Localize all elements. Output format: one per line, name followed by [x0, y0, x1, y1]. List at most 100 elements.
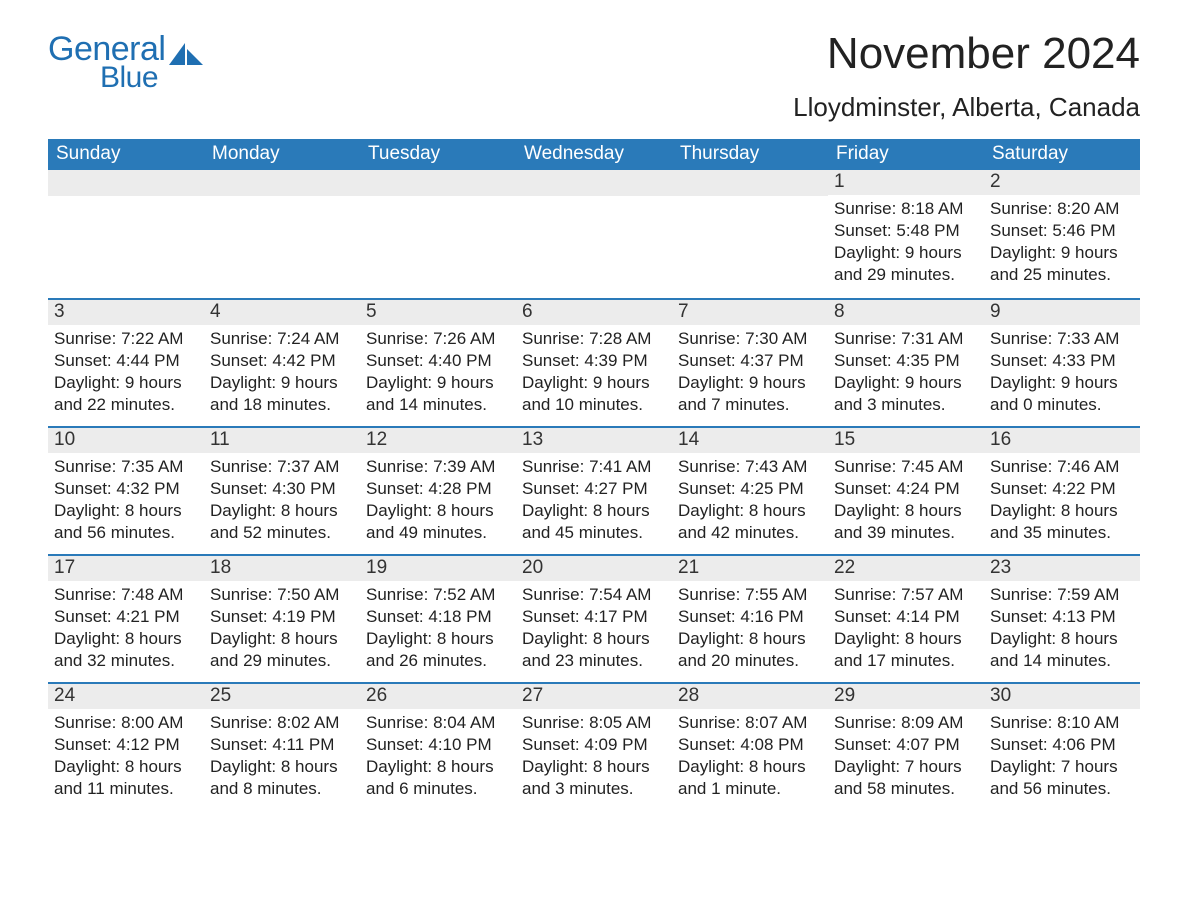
daylight-line: Daylight: 8 hours and 11 minutes. [54, 756, 198, 800]
daylight-line: Daylight: 8 hours and 23 minutes. [522, 628, 666, 672]
day-details: Sunrise: 7:33 AMSunset: 4:33 PMDaylight:… [984, 325, 1140, 419]
daylight-line: Daylight: 8 hours and 45 minutes. [522, 500, 666, 544]
day-number: 18 [204, 554, 360, 581]
calendar-cell: 16Sunrise: 7:46 AMSunset: 4:22 PMDayligh… [984, 426, 1140, 554]
day-details: Sunrise: 8:09 AMSunset: 4:07 PMDaylight:… [828, 709, 984, 803]
day-details: Sunrise: 7:48 AMSunset: 4:21 PMDaylight:… [48, 581, 204, 675]
sunset-line: Sunset: 4:32 PM [54, 478, 198, 500]
calendar-cell: 8Sunrise: 7:31 AMSunset: 4:35 PMDaylight… [828, 298, 984, 426]
calendar-cell [360, 170, 516, 298]
sunrise-line: Sunrise: 7:45 AM [834, 456, 978, 478]
day-details: Sunrise: 8:10 AMSunset: 4:06 PMDaylight:… [984, 709, 1140, 803]
day-number: 26 [360, 682, 516, 709]
calendar-cell: 3Sunrise: 7:22 AMSunset: 4:44 PMDaylight… [48, 298, 204, 426]
daylight-line: Daylight: 8 hours and 20 minutes. [678, 628, 822, 672]
day-details: Sunrise: 7:35 AMSunset: 4:32 PMDaylight:… [48, 453, 204, 547]
sunset-line: Sunset: 4:40 PM [366, 350, 510, 372]
daylight-line: Daylight: 8 hours and 49 minutes. [366, 500, 510, 544]
daylight-line: Daylight: 9 hours and 14 minutes. [366, 372, 510, 416]
weekday-header: Tuesday [360, 139, 516, 170]
calendar-week-row: 1Sunrise: 8:18 AMSunset: 5:48 PMDaylight… [48, 170, 1140, 298]
daylight-line: Daylight: 8 hours and 17 minutes. [834, 628, 978, 672]
day-details: Sunrise: 8:18 AMSunset: 5:48 PMDaylight:… [828, 195, 984, 289]
daylight-line: Daylight: 8 hours and 3 minutes. [522, 756, 666, 800]
calendar-cell: 5 Sunrise: 7:26 AMSunset: 4:40 PMDaylight… [360, 298, 516, 426]
daylight-line: Daylight: 9 hours and 22 minutes. [54, 372, 198, 416]
calendar-cell: 27Sunrise: 8:05 AMSunset: 4:09 PMDayligh… [516, 682, 672, 810]
day-number: 11 [204, 426, 360, 453]
sunset-line: Sunset: 4:24 PM [834, 478, 978, 500]
sunrise-line: Sunrise: 8:10 AM [990, 712, 1134, 734]
weekday-header: Sunday [48, 139, 204, 170]
sunrise-line: Sunrise: 7:33 AM [990, 328, 1134, 350]
sunset-line: Sunset: 4:11 PM [210, 734, 354, 756]
day-number: 4 [204, 298, 360, 325]
day-number: 8 [828, 298, 984, 325]
weekday-header: Thursday [672, 139, 828, 170]
daylight-line: Daylight: 8 hours and 29 minutes. [210, 628, 354, 672]
day-details: Sunrise: 8:00 AMSunset: 4:12 PMDaylight:… [48, 709, 204, 803]
daylight-line: Daylight: 8 hours and 14 minutes. [990, 628, 1134, 672]
sunrise-line: Sunrise: 7:43 AM [678, 456, 822, 478]
day-number: 9 [984, 298, 1140, 325]
daylight-line: Daylight: 9 hours and 29 minutes. [834, 242, 978, 286]
calendar-cell: 7Sunrise: 7:30 AMSunset: 4:37 PMDaylight… [672, 298, 828, 426]
calendar-cell: 30Sunrise: 8:10 AMSunset: 4:06 PMDayligh… [984, 682, 1140, 810]
sunset-line: Sunset: 4:10 PM [366, 734, 510, 756]
daylight-line: Daylight: 9 hours and 7 minutes. [678, 372, 822, 416]
calendar-cell: 24Sunrise: 8:00 AMSunset: 4:12 PMDayligh… [48, 682, 204, 810]
day-number-bar-empty [360, 170, 516, 196]
sunset-line: Sunset: 4:42 PM [210, 350, 354, 372]
day-number: 20 [516, 554, 672, 581]
sunrise-line: Sunrise: 7:26 AM [366, 328, 510, 350]
day-number: 25 [204, 682, 360, 709]
logo-text-blue: Blue [100, 61, 158, 95]
day-details: Sunrise: 7:46 AMSunset: 4:22 PMDaylight:… [984, 453, 1140, 547]
day-details: Sunrise: 8:20 AMSunset: 5:46 PMDaylight:… [984, 195, 1140, 289]
day-number: 3 [48, 298, 204, 325]
sunset-line: Sunset: 4:09 PM [522, 734, 666, 756]
calendar-cell: 23Sunrise: 7:59 AMSunset: 4:13 PMDayligh… [984, 554, 1140, 682]
sunrise-line: Sunrise: 8:02 AM [210, 712, 354, 734]
calendar-cell: 11Sunrise: 7:37 AMSunset: 4:30 PMDayligh… [204, 426, 360, 554]
day-details: Sunrise: 7:31 AMSunset: 4:35 PMDaylight:… [828, 325, 984, 419]
daylight-line: Daylight: 9 hours and 3 minutes. [834, 372, 978, 416]
daylight-line: Daylight: 8 hours and 56 minutes. [54, 500, 198, 544]
day-details: Sunrise: 8:04 AMSunset: 4:10 PMDaylight:… [360, 709, 516, 803]
day-details: Sunrise: 7:43 AMSunset: 4:25 PMDaylight:… [672, 453, 828, 547]
daylight-line: Daylight: 8 hours and 26 minutes. [366, 628, 510, 672]
calendar-cell: 19Sunrise: 7:52 AMSunset: 4:18 PMDayligh… [360, 554, 516, 682]
sunset-line: Sunset: 4:16 PM [678, 606, 822, 628]
day-details: Sunrise: 7:55 AMSunset: 4:16 PMDaylight:… [672, 581, 828, 675]
day-number: 24 [48, 682, 204, 709]
sunrise-line: Sunrise: 8:20 AM [990, 198, 1134, 220]
day-details: Sunrise: 7:39 AMSunset: 4:28 PMDaylight:… [360, 453, 516, 547]
day-number: 5 [360, 298, 516, 325]
day-number: 16 [984, 426, 1140, 453]
day-number: 23 [984, 554, 1140, 581]
daylight-line: Daylight: 8 hours and 6 minutes. [366, 756, 510, 800]
day-number: 15 [828, 426, 984, 453]
day-number-bar-empty [516, 170, 672, 196]
day-number: 22 [828, 554, 984, 581]
daylight-line: Daylight: 8 hours and 42 minutes. [678, 500, 822, 544]
day-details: Sunrise: 7:45 AMSunset: 4:24 PMDaylight:… [828, 453, 984, 547]
sunrise-line: Sunrise: 7:57 AM [834, 584, 978, 606]
daylight-line: Daylight: 8 hours and 39 minutes. [834, 500, 978, 544]
sunrise-line: Sunrise: 7:39 AM [366, 456, 510, 478]
day-number: 19 [360, 554, 516, 581]
day-details: Sunrise: 7:59 AMSunset: 4:13 PMDaylight:… [984, 581, 1140, 675]
sunset-line: Sunset: 4:39 PM [522, 350, 666, 372]
day-details: Sunrise: 7:28 AMSunset: 4:39 PMDaylight:… [516, 325, 672, 419]
daylight-line: Daylight: 9 hours and 18 minutes. [210, 372, 354, 416]
calendar-cell: 21Sunrise: 7:55 AMSunset: 4:16 PMDayligh… [672, 554, 828, 682]
day-number: 7 [672, 298, 828, 325]
calendar-cell: 22Sunrise: 7:57 AMSunset: 4:14 PMDayligh… [828, 554, 984, 682]
calendar-table: SundayMondayTuesdayWednesdayThursdayFrid… [48, 139, 1140, 810]
header: General Blue November 2024 Lloydminster,… [48, 30, 1140, 133]
sunrise-line: Sunrise: 7:30 AM [678, 328, 822, 350]
sunset-line: Sunset: 4:19 PM [210, 606, 354, 628]
title-block: November 2024 Lloydminster, Alberta, Can… [793, 30, 1140, 133]
daylight-line: Daylight: 8 hours and 32 minutes. [54, 628, 198, 672]
day-details: Sunrise: 8:05 AMSunset: 4:09 PMDaylight:… [516, 709, 672, 803]
